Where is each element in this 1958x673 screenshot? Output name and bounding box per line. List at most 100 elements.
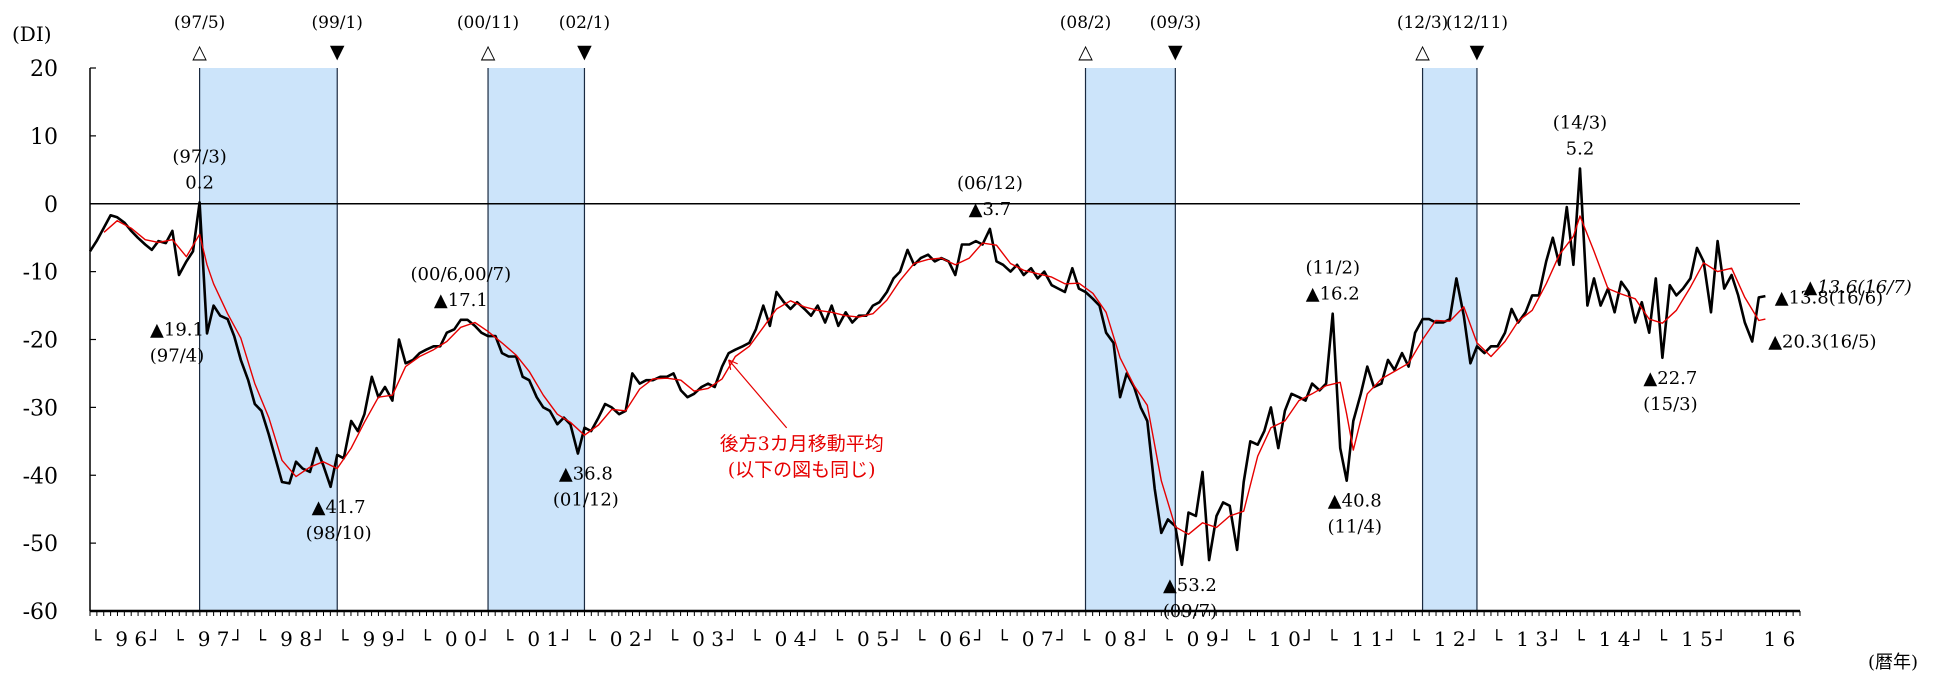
recession-start-label: (97/5) bbox=[174, 13, 225, 33]
y-tick-label: -30 bbox=[23, 396, 58, 421]
year-end-bracket: ┘ bbox=[808, 629, 820, 651]
annotation-label: ▲16.2 bbox=[1306, 284, 1360, 305]
year-start-bracket: └ bbox=[915, 629, 927, 651]
year-end-bracket: ┘ bbox=[1138, 629, 1150, 651]
y-tick-label: 0 bbox=[44, 193, 58, 218]
y-tick-label: -10 bbox=[23, 261, 58, 286]
year-start-bracket: └ bbox=[1244, 629, 1256, 651]
year-start-bracket: └ bbox=[1656, 629, 1668, 651]
peak-marker: △ bbox=[192, 41, 207, 63]
year-label: 0 2 bbox=[610, 627, 642, 651]
annotation-label: ▲22.7 bbox=[1643, 368, 1697, 389]
year-start-bracket: └ bbox=[173, 629, 185, 651]
year-start-bracket: └ bbox=[1162, 629, 1174, 651]
year-end-bracket: ┘ bbox=[1715, 629, 1727, 651]
recession-start-label: (00/11) bbox=[457, 13, 519, 33]
recession-end-label: (99/1) bbox=[312, 13, 363, 33]
year-end-bracket: ┘ bbox=[1220, 629, 1232, 651]
year-label: 0 1 bbox=[527, 627, 559, 651]
annotation-label: (01/12) bbox=[553, 490, 619, 511]
moving-average-callout: 後方3カ月移動平均 (以下の図も同じ) bbox=[720, 359, 884, 481]
callout-arrow-head bbox=[728, 359, 738, 370]
annotation-label: (14/3) bbox=[1553, 112, 1607, 133]
year-start-bracket: └ bbox=[1409, 629, 1421, 651]
year-label: 1 6 bbox=[1763, 627, 1795, 651]
year-start-bracket: └ bbox=[585, 629, 597, 651]
annotation-label: 0.2 bbox=[185, 172, 214, 193]
year-start-bracket: └ bbox=[1492, 629, 1504, 651]
annotations: (97/3) 0.2 ▲19.1 (97/4) ▲41.7 (98/10) (00/6,00… bbox=[150, 112, 1912, 621]
year-label: 0 8 bbox=[1104, 627, 1136, 651]
recession-end-label: (09/3) bbox=[1150, 13, 1201, 33]
recession-start-label: (12/3) bbox=[1397, 13, 1448, 33]
y-tick-label: 20 bbox=[30, 57, 58, 82]
moving-average-line bbox=[103, 215, 1766, 535]
year-label: 9 6 bbox=[115, 627, 147, 651]
year-label: 0 9 bbox=[1187, 627, 1219, 651]
year-start-bracket: └ bbox=[255, 629, 267, 651]
year-end-bracket: ┘ bbox=[1468, 629, 1480, 651]
year-end-bracket: ┘ bbox=[1385, 629, 1397, 651]
year-start-bracket: └ bbox=[338, 629, 350, 651]
year-end-bracket: ┘ bbox=[149, 629, 161, 651]
year-end-bracket: ┘ bbox=[1550, 629, 1562, 651]
year-start-bracket: └ bbox=[420, 629, 432, 651]
y-unit-label: (DI) bbox=[12, 22, 52, 46]
year-label: 1 3 bbox=[1516, 627, 1548, 651]
annotation-label: 5.2 bbox=[1566, 138, 1595, 159]
year-start-bracket: └ bbox=[750, 629, 762, 651]
annotation-label: ▲53.2 bbox=[1163, 575, 1217, 596]
year-end-bracket: ┘ bbox=[479, 629, 491, 651]
year-start-bracket: └ bbox=[1327, 629, 1339, 651]
year-label: 0 7 bbox=[1022, 627, 1054, 651]
peak-marker: △ bbox=[481, 41, 496, 63]
year-end-bracket: ┘ bbox=[1055, 629, 1067, 651]
annotation-label: (06/12) bbox=[957, 173, 1023, 194]
annotation-label: (15/3) bbox=[1643, 394, 1697, 415]
year-end-bracket: ┘ bbox=[891, 629, 903, 651]
trough-marker: ▼ bbox=[330, 41, 345, 63]
recession-band bbox=[488, 68, 585, 611]
year-start-bracket: └ bbox=[91, 629, 103, 651]
trough-marker: ▼ bbox=[1168, 41, 1183, 63]
year-end-bracket: ┘ bbox=[314, 629, 326, 651]
year-label: 0 3 bbox=[692, 627, 724, 651]
annotation-label: (00/6,00/7) bbox=[411, 264, 512, 285]
annotation-label: (11/4) bbox=[1328, 517, 1382, 538]
year-label: 1 0 bbox=[1269, 627, 1301, 651]
year-label: 1 5 bbox=[1681, 627, 1713, 651]
annotation-label: ▲17.1 bbox=[434, 290, 488, 311]
year-label: 0 4 bbox=[775, 627, 807, 651]
peak-marker: △ bbox=[1078, 41, 1093, 63]
annotation-label: ▲20.3(16/5) bbox=[1768, 332, 1876, 353]
annotation-label: ▲3.7 bbox=[969, 199, 1011, 220]
di-series-line bbox=[88, 167, 1766, 567]
peak-marker: △ bbox=[1415, 41, 1430, 63]
year-label: 1 2 bbox=[1434, 627, 1466, 651]
trough-marker: ▼ bbox=[577, 41, 592, 63]
annotation-label: (97/4) bbox=[150, 345, 204, 366]
annotation-label: ▲36.8 bbox=[559, 464, 613, 485]
annotation-label: (11/2) bbox=[1306, 258, 1360, 279]
year-label: 1 1 bbox=[1351, 627, 1383, 651]
annotation-label: ▲19.1 bbox=[150, 319, 204, 340]
year-end-bracket: ┘ bbox=[231, 629, 243, 651]
recession-end-label: (02/1) bbox=[559, 13, 610, 33]
year-label: 9 7 bbox=[198, 627, 230, 651]
y-tick-label: -40 bbox=[23, 464, 58, 489]
year-end-bracket: ┘ bbox=[396, 629, 408, 651]
year-end-bracket: ┘ bbox=[726, 629, 738, 651]
y-tick-label: -60 bbox=[23, 600, 58, 625]
recession-shading: (97/5) △ (99/1) ▼ (00/11) △ (02/1) ▼ (08/2) △ (09/… bbox=[174, 13, 1508, 611]
year-start-bracket: └ bbox=[1079, 629, 1091, 651]
year-end-bracket: ┘ bbox=[643, 629, 655, 651]
x-unit-label: (暦年) bbox=[1868, 652, 1918, 673]
y-tick-label: -20 bbox=[23, 329, 58, 354]
trough-marker: ▼ bbox=[1470, 41, 1485, 63]
recession-band bbox=[1422, 68, 1477, 611]
year-start-bracket: └ bbox=[832, 629, 844, 651]
annotation-label: (09/7) bbox=[1163, 601, 1217, 622]
annotation-label: ▲41.7 bbox=[312, 497, 366, 518]
